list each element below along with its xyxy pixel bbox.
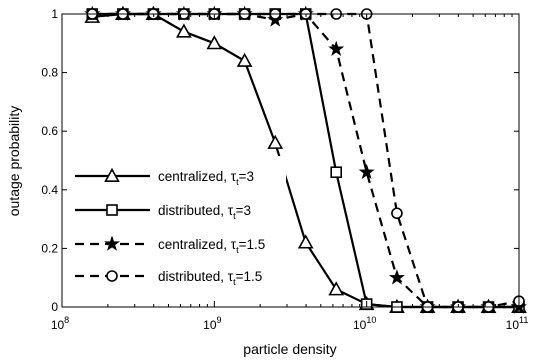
legend-background (68, 156, 286, 300)
legend-label-distributed-1.5: distributed, τt=1.5 (158, 269, 262, 287)
y-tick-label: 0 (51, 300, 58, 314)
legend-label-part: τ (231, 169, 237, 184)
legend-marker-centralized-1.5 (104, 235, 120, 251)
data-point-centralized-1.5 (328, 40, 345, 56)
legend-label-part: t (236, 245, 239, 255)
y-tick-label: 0.8 (41, 66, 58, 80)
legend-label-part: =1.5 (236, 269, 263, 284)
data-point-centralized-3 (267, 134, 284, 149)
legend-label-part: t (233, 211, 236, 221)
legend-label-part: =1.5 (239, 237, 266, 252)
legend-label-part: =3 (236, 203, 251, 218)
x-tick-label-exponent: 8 (64, 315, 69, 325)
data-point-centralized-1.5 (358, 163, 375, 180)
data-point-distributed-3 (330, 166, 343, 179)
y-tick-label: 0.6 (41, 124, 58, 138)
x-axis-ticks: 108 109 1010 1011 (51, 14, 529, 332)
x-tick-label-exponent: 9 (217, 315, 222, 325)
legend-label-centralized-3: centralized, τt=3 (158, 169, 254, 187)
x-tick-label-exponent: 10 (366, 315, 376, 325)
data-point-centralized-3 (176, 23, 192, 38)
legend-label-part: =3 (239, 169, 254, 184)
data-point-centralized-3 (236, 52, 253, 67)
data-point-centralized-3 (328, 281, 345, 296)
legend-label-part: τ (228, 203, 234, 218)
y-tick-label: 0.2 (41, 241, 58, 255)
y-tick-label: 1 (51, 7, 58, 21)
data-point-distributed-1.5 (391, 207, 403, 220)
x-tick-label-exponent: 11 (519, 315, 528, 325)
y-axis-title: outage probability (6, 106, 22, 217)
legend-label-part: distributed, (158, 269, 228, 284)
data-point-centralized-1.5 (388, 269, 405, 285)
x-tick-label-base: 10 (506, 318, 520, 332)
data-point-centralized-3 (297, 234, 314, 249)
x-tick-label: 1011 (506, 315, 529, 332)
x-tick-label: 1010 (353, 315, 376, 332)
legend-label-part: t (233, 277, 236, 287)
x-tick-label-base: 10 (51, 318, 65, 332)
legend-label-centralized-1.5: centralized, τt=1.5 (158, 237, 265, 255)
legend-label-part: distributed, (158, 203, 228, 218)
data-point-centralized-3 (206, 35, 223, 50)
legend-label-part: centralized, (158, 169, 231, 184)
legend-label-part: centralized, (158, 237, 231, 252)
x-tick-label-base: 10 (353, 318, 367, 332)
y-tick-label: 0.4 (41, 183, 58, 197)
legend-label-distributed-3: distributed, τt=3 (158, 203, 251, 221)
x-axis-title: particle density (243, 341, 336, 357)
legend-label-part: t (236, 177, 239, 187)
legend-marker-centralized-3 (104, 167, 120, 182)
legend-marker-distributed-3 (106, 204, 118, 216)
plot-frame (61, 13, 520, 308)
legend-label-part: τ (231, 237, 237, 252)
legend-marker-distributed-1.5 (106, 270, 118, 282)
legend-label-part: τ (228, 269, 234, 284)
y-axis-ticks: 0 0.2 0.4 0.6 0.8 1 (41, 7, 519, 314)
x-tick-label: 108 (51, 315, 69, 332)
x-tick-label: 109 (203, 315, 221, 332)
x-tick-label-base: 10 (203, 318, 217, 332)
